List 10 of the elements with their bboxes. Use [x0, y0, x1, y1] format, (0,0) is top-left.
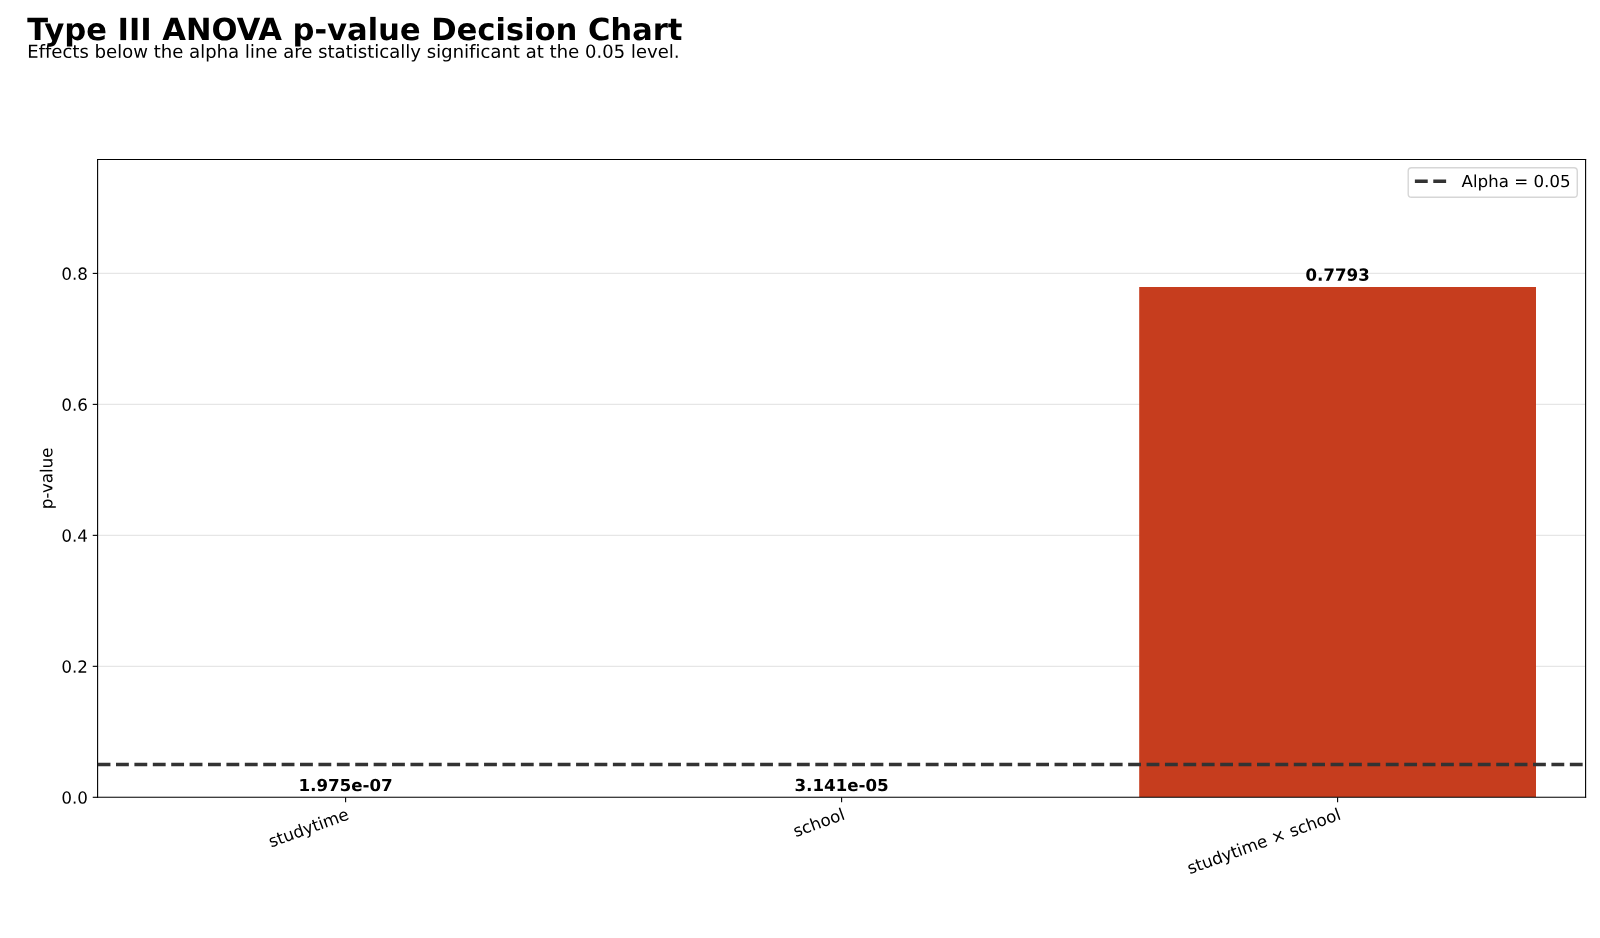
y-tick-label: 0.4 [62, 529, 87, 542]
y-tick-label: 0.6 [62, 398, 87, 411]
y-tick-label: 0.0 [62, 791, 87, 804]
data-label: 0.7793 [1306, 268, 1369, 281]
legend-label: Alpha = 0.05 [1461, 174, 1570, 191]
y-axis-title: p-value [39, 448, 56, 508]
y-tick-label: 0.2 [62, 660, 87, 673]
data-label: 3.141e-05 [795, 778, 888, 792]
y-tick-label: 0.8 [62, 267, 87, 280]
data-label: 1.975e-07 [300, 778, 392, 792]
